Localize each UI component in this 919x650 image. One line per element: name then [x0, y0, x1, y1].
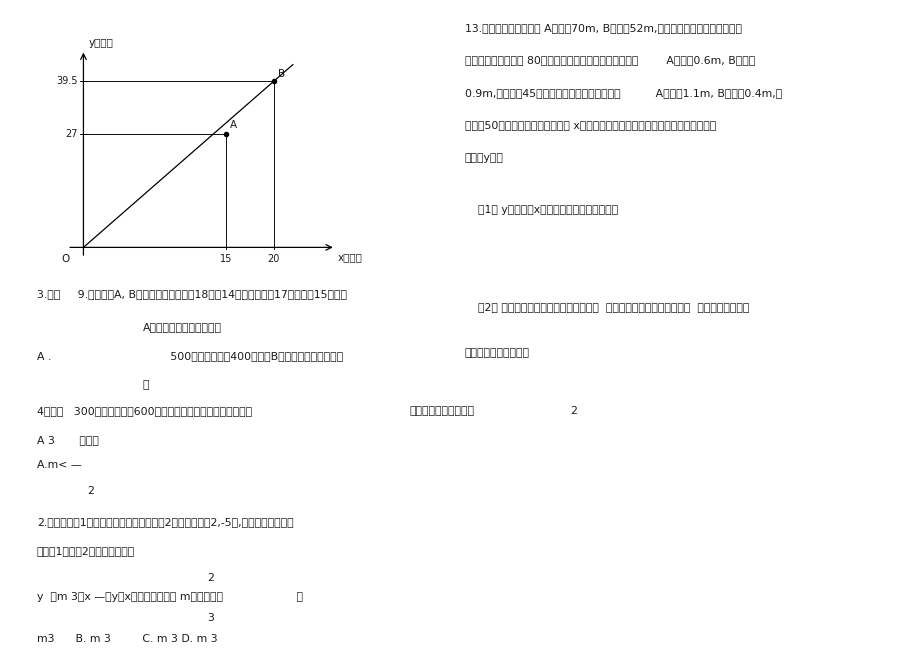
Text: y  （m 3）x —，y随x增大而减少，则 m的数值为（                     ）: y （m 3）x —，y随x增大而减少，则 m的数值为（ ）: [37, 592, 302, 601]
Text: 最大总利润是多少元。: 最大总利润是多少元。: [464, 348, 529, 358]
Text: 13.已知羊角糖服装厂有 A种布料70m, B种布料52m,现计划用这两种布料生产甲、: 13.已知羊角糖服装厂有 A种布料70m, B种布料52m,现计划用这两种布料生…: [464, 23, 741, 32]
Text: O: O: [61, 254, 69, 264]
Text: B: B: [278, 69, 284, 79]
Text: （1） y（元）与x（套）之间的函数关系式是: （1） y（元）与x（套）之间的函数关系式是: [478, 205, 618, 214]
Text: A 3       最省？: A 3 最省？: [37, 436, 98, 445]
Text: A.m< —: A.m< —: [37, 460, 82, 470]
Text: 2: 2: [207, 573, 213, 583]
Text: 2: 2: [570, 406, 576, 416]
Text: A .                                  500元，到乙地为400元，从B地运一台到甲地的运费: A . 500元，到乙地为400元，从B地运一台到甲地的运费: [37, 351, 343, 361]
Text: 利润为y元。: 利润为y元。: [464, 153, 503, 162]
Text: A地运一台到甲地的运费为: A地运一台到甲地的运费为: [142, 322, 221, 332]
Text: x（吨）: x（吨）: [337, 252, 362, 263]
Text: 2.已知函数（1）函数不经过第二象限；（2）图象经过（2,-5）,请你写出一个同时: 2.已知函数（1）函数不经过第二象限；（2）图象经过（2,-5）,请你写出一个同…: [37, 517, 293, 526]
Text: 2: 2: [87, 486, 94, 496]
Text: 27: 27: [65, 129, 77, 139]
Text: 乙两种型号的时装共 80套。已知做一套甲型号的时装需用        A种布料0.6m, B种布料: 乙两种型号的时装共 80套。已知做一套甲型号的时装需用 A种布料0.6m, B种…: [464, 55, 754, 65]
Text: 20: 20: [267, 254, 279, 264]
Text: m3      B. m 3         C. m 3 D. m 3: m3 B. m 3 C. m 3 D. m 3: [37, 634, 217, 644]
Text: 4若直线   300元，到乙地为600元。公司应设计怎样的调运主案，: 4若直线 300元，到乙地为600元。公司应设计怎样的调运主案，: [37, 406, 252, 416]
Text: y（元）: y（元）: [88, 38, 113, 47]
Text: 获利润50元。若生产乙型号的时装 x套，用这些布料生产这两种型号的时装所获的总: 获利润50元。若生产乙型号的时装 x套，用这些布料生产这两种型号的时装所获的总: [464, 120, 715, 130]
Text: 为: 为: [142, 380, 149, 390]
Text: 15: 15: [220, 254, 233, 264]
Text: 满足（1）和（2）的函数关系式: 满足（1）和（2）的函数关系式: [37, 546, 135, 556]
Text: A: A: [230, 120, 237, 131]
Text: 3: 3: [207, 613, 213, 623]
Text: 能使这些机器的总运费: 能使这些机器的总运费: [409, 406, 474, 416]
Text: 3.函数     9.某公司在A, B两地分别有库存机器18台和14台，其中甲地17台，乙地15台，从: 3.函数 9.某公司在A, B两地分别有库存机器18台和14台，其中甲地17台，…: [37, 289, 346, 299]
Text: （2） 羊角糖服装厂在生产这些时装时，  当乙型号的时装为多少套时，  所获总利润最大，: （2） 羊角糖服装厂在生产这些时装时， 当乙型号的时装为多少套时， 所获总利润最…: [478, 302, 749, 312]
Text: 0.9m,可获利润45元；做一套乙型号的时装需用          A种布料1.1m, B种布料0.4m,可: 0.9m,可获利润45元；做一套乙型号的时装需用 A种布料1.1m, B种布料0…: [464, 88, 781, 97]
Text: 39.5: 39.5: [56, 76, 77, 86]
